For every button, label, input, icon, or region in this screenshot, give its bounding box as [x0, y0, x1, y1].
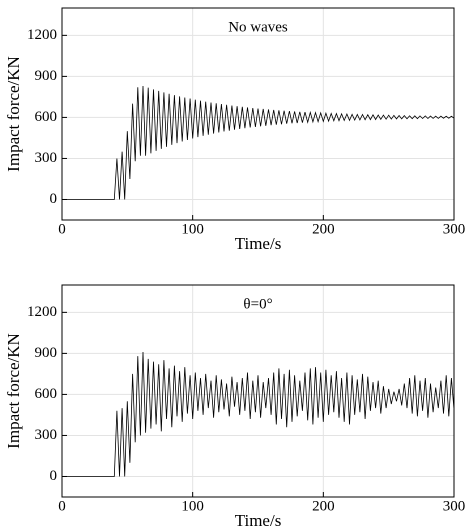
y-tick-label: 900	[35, 345, 58, 361]
y-tick-label: 1200	[27, 304, 57, 320]
plot-frame	[61, 284, 455, 498]
x-axis-title: Time/s	[235, 234, 282, 253]
y-tick-label: 1200	[27, 27, 57, 43]
annotation: θ=0°	[243, 296, 272, 312]
x-tick-label: 100	[181, 221, 204, 237]
x-tick-label: 0	[58, 221, 66, 237]
y-tick-label: 600	[35, 109, 58, 125]
y-tick-label: 0	[50, 191, 58, 207]
y-axis-title: Impact force/KN	[4, 333, 23, 449]
x-tick-label: 200	[312, 221, 335, 237]
annotation: No waves	[228, 19, 288, 35]
y-axis-title: Impact force/KN	[4, 56, 23, 172]
y-tick-label: 300	[35, 150, 58, 166]
x-tick-label: 200	[312, 498, 335, 514]
x-tick-label: 100	[181, 498, 204, 514]
y-tick-label: 900	[35, 68, 58, 84]
x-tick-label: 300	[443, 498, 466, 514]
data-line	[62, 85, 455, 200]
data-line	[62, 351, 455, 477]
x-axis-title: Time/s	[235, 511, 282, 530]
y-tick-label: 600	[35, 386, 58, 402]
y-tick-label: 0	[50, 468, 58, 484]
y-tick-label: 300	[35, 427, 58, 443]
x-tick-label: 0	[58, 498, 66, 514]
plot-frame	[61, 7, 455, 221]
x-tick-label: 300	[443, 221, 466, 237]
